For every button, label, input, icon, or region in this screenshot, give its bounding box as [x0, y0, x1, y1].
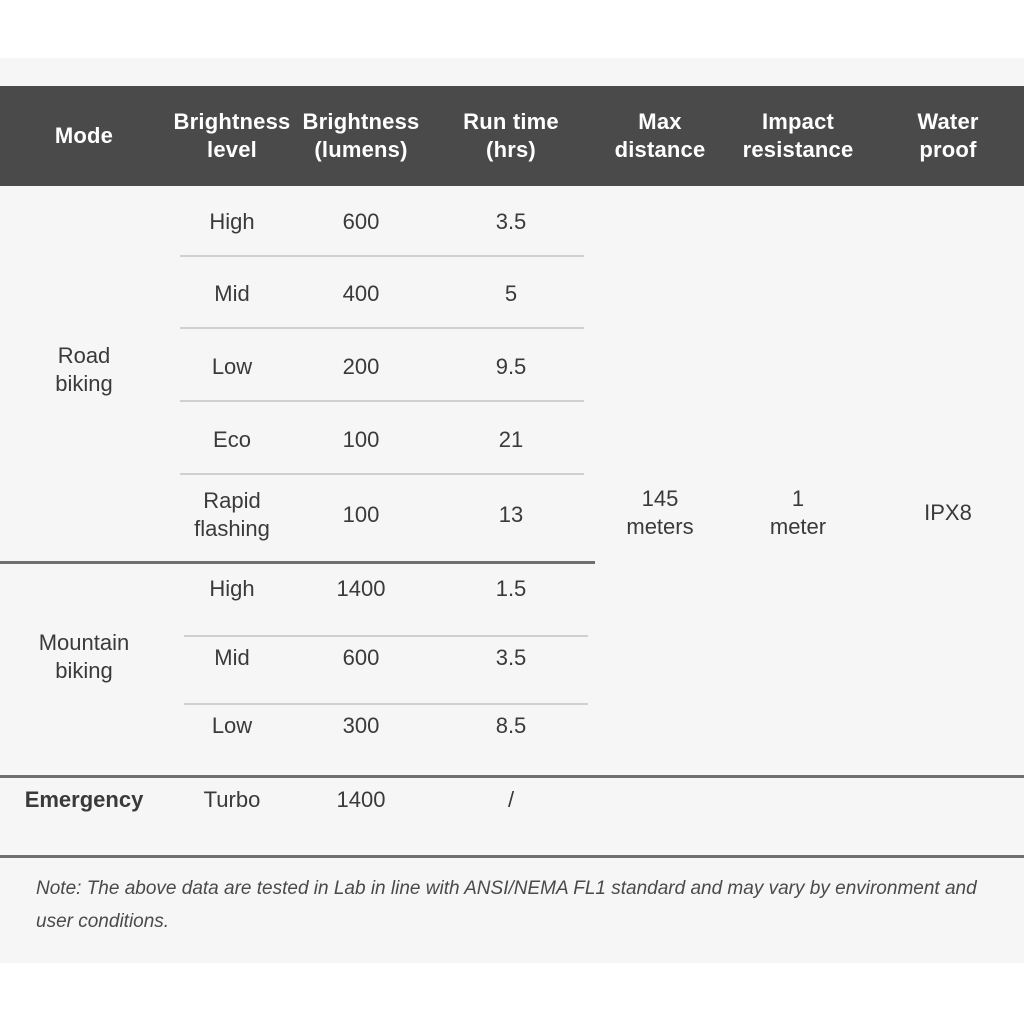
- table-row: Mid 400 5: [0, 258, 1024, 331]
- mode-line-1: Mountain: [38, 629, 130, 655]
- cell-water-proof: IPX8: [872, 186, 1024, 841]
- mode-line-1: Road: [57, 342, 111, 368]
- row-divider: [180, 255, 584, 257]
- cell-brightness-level: Mid: [168, 258, 296, 331]
- cell-lumens: 100: [296, 476, 426, 555]
- table-header: Mode Brightness level Brightness (lumens…: [0, 86, 1024, 187]
- header-line-2: proof: [919, 137, 977, 163]
- cell-max-distance: 145 meters: [596, 186, 724, 841]
- column-header-brightness-lumens: Brightness (lumens): [296, 86, 426, 187]
- cell-runtime: 1.5: [426, 554, 596, 624]
- header-line-1: Max: [638, 109, 682, 134]
- max-distance-line-2: meters: [626, 514, 694, 540]
- table-row: Rapid flashing 100 13: [0, 476, 1024, 555]
- row-divider: [184, 635, 588, 637]
- table-row: Road biking High 600 3.5 145 meters 1 me…: [0, 186, 1024, 841]
- mode-line-2: biking: [55, 371, 113, 397]
- impact-line-2: meter: [769, 514, 827, 540]
- cell-brightness-level: High: [168, 186, 296, 259]
- cell-runtime: 21: [426, 403, 596, 477]
- header-line-1: Mode: [54, 123, 114, 149]
- cell-lumens: 600: [296, 623, 426, 693]
- table-row: Emergency Turbo 1400 /: [0, 760, 1024, 841]
- header-line-1: Impact: [761, 109, 835, 134]
- cell-brightness-level: Mid: [168, 623, 296, 693]
- cell-lumens: 200: [296, 330, 426, 404]
- header-line-2: (hrs): [486, 137, 536, 163]
- column-header-mode: Mode: [0, 86, 168, 187]
- mode-line-2: biking: [55, 658, 113, 684]
- cell-runtime: 3.5: [426, 186, 596, 259]
- column-header-brightness-level: Brightness level: [168, 86, 296, 187]
- cell-runtime: 3.5: [426, 623, 596, 693]
- table-row: Low 200 9.5: [0, 330, 1024, 404]
- table-row: Mountain biking High 1400 1.5: [0, 554, 1024, 761]
- cell-lumens: 1400: [296, 554, 426, 624]
- header-line-1: Brightness: [302, 109, 420, 134]
- table-bottom-divider: [0, 855, 1024, 858]
- header-line-2: resistance: [742, 137, 854, 163]
- cell-brightness-level: Low: [168, 330, 296, 404]
- column-header-water-proof: Water proof: [872, 86, 1024, 187]
- cell-lumens: 400: [296, 258, 426, 331]
- row-divider: [180, 473, 584, 475]
- specifications-table: Mode Brightness level Brightness (lumens…: [0, 86, 1024, 841]
- level-line-2: flashing: [194, 516, 270, 542]
- header-line-1: Water: [917, 109, 979, 134]
- header-line-2: level: [207, 137, 257, 163]
- header-line-1: Run time: [463, 109, 559, 134]
- group-divider-mountain-emergency: [0, 775, 1024, 778]
- cell-runtime: 13: [426, 476, 596, 555]
- cell-runtime: 5: [426, 258, 596, 331]
- group-divider-road-mountain: [0, 561, 595, 564]
- table-row: Eco 100 21: [0, 403, 1024, 477]
- header-line-2: distance: [614, 137, 706, 163]
- mode-cell-mountain-biking: Mountain biking: [0, 554, 168, 761]
- cell-brightness-level: Turbo: [168, 760, 296, 841]
- row-divider: [184, 703, 588, 705]
- table-body: Road biking High 600 3.5 145 meters 1 me…: [0, 186, 1024, 841]
- cell-brightness-level: Eco: [168, 403, 296, 477]
- row-divider: [180, 400, 584, 402]
- header-line-1: Brightness: [173, 109, 291, 134]
- cell-runtime: /: [426, 760, 596, 841]
- impact-line-1: 1: [791, 485, 805, 511]
- footnote: Note: The above data are tested in Lab i…: [36, 878, 977, 933]
- mode-cell-road-biking: Road biking: [0, 186, 168, 555]
- header-row: Mode Brightness level Brightness (lumens…: [0, 86, 1024, 187]
- cell-lumens: 1400: [296, 760, 426, 841]
- row-divider: [180, 327, 584, 329]
- column-header-run-time: Run time (hrs): [426, 86, 596, 187]
- column-header-impact-resistance: Impact resistance: [724, 86, 872, 187]
- header-line-2: (lumens): [314, 137, 408, 163]
- cell-runtime: 9.5: [426, 330, 596, 404]
- cell-lumens: 600: [296, 186, 426, 259]
- cell-impact-resistance: 1 meter: [724, 186, 872, 841]
- mode-cell-emergency: Emergency: [0, 760, 168, 841]
- column-header-max-distance: Max distance: [596, 86, 724, 187]
- cell-brightness-level: Rapid flashing: [168, 476, 296, 555]
- cell-lumens: 100: [296, 403, 426, 477]
- max-distance-line-1: 145: [641, 485, 679, 511]
- cell-brightness-level: High: [168, 554, 296, 624]
- table-row: Mid 600 3.5: [0, 623, 1024, 693]
- level-line-1: Rapid: [203, 487, 261, 513]
